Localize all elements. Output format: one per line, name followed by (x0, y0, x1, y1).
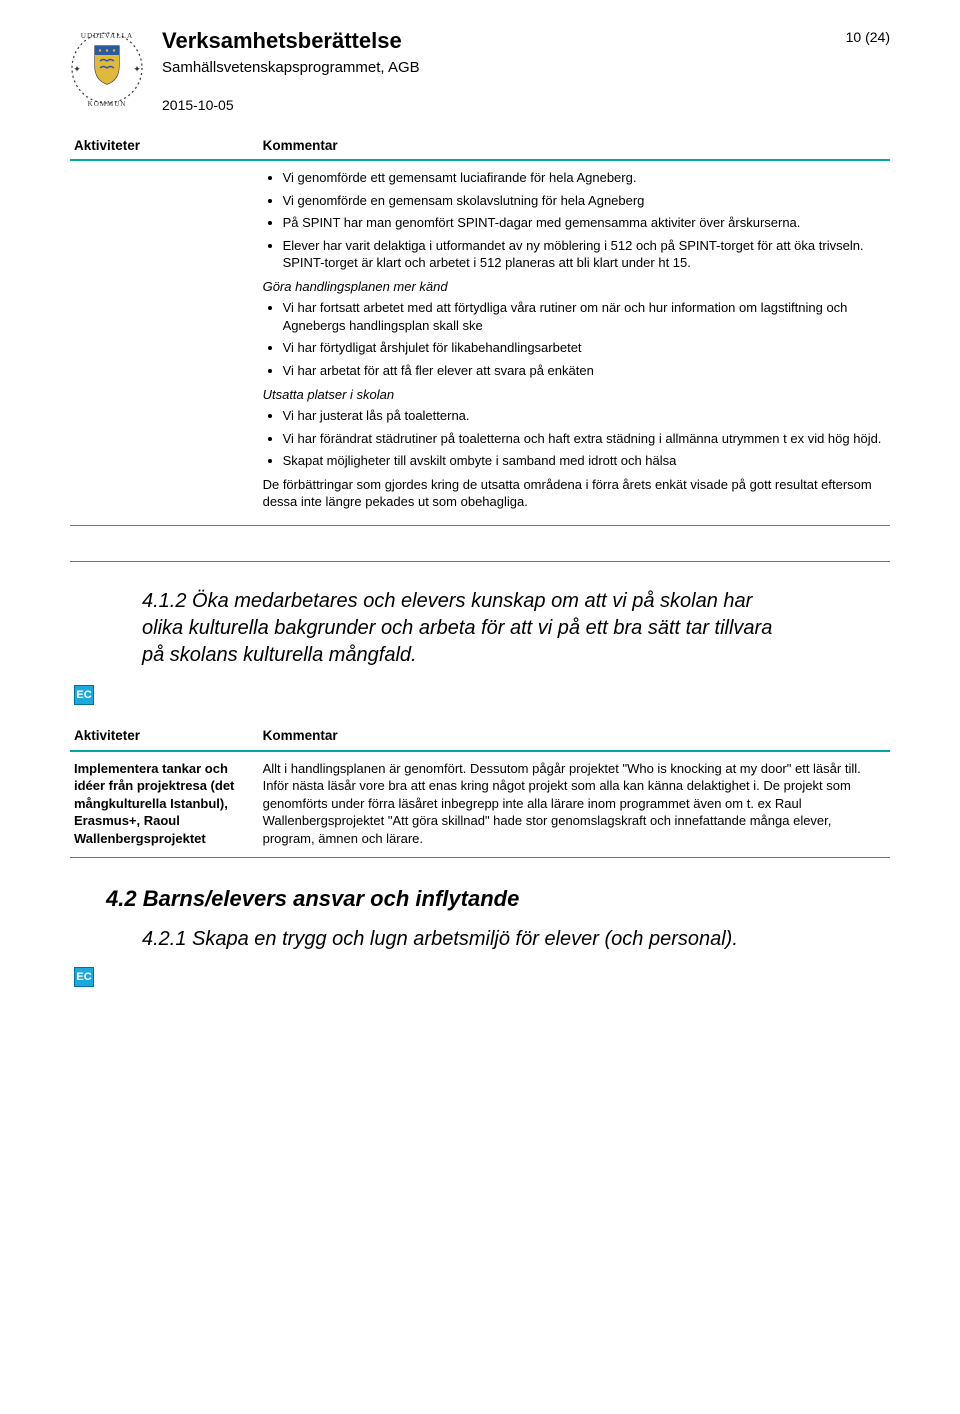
heading-4-2: 4.2 Barns/elevers ansvar och inflytande (106, 884, 890, 914)
heading-4-2-1: 4.2.1 Skapa en trygg och lugn arbetsmilj… (142, 926, 782, 953)
table2-cell-comment: Allt i handlingsplanen är genomfört. Des… (259, 751, 890, 858)
heading-4-1-2: 4.1.2 Öka medarbetares och elevers kunsk… (142, 588, 782, 669)
table1-cell-activities (70, 160, 259, 525)
table1-cell-comment: Vi genomförde ett gemensamt luciafirande… (259, 160, 890, 525)
header-text-block: Verksamhetsberättelse Samhällsvetenskaps… (162, 24, 828, 115)
table2-header-activities: Aktiviteter (70, 723, 259, 750)
table1-empty-a (70, 525, 259, 562)
document-date: 2015-10-05 (162, 96, 828, 115)
table-row: Vi genomförde ett gemensamt luciafirande… (70, 160, 890, 525)
ec-status-icon: EC (74, 685, 94, 705)
list-item: Elever har varit delaktiga i utformandet… (283, 237, 884, 272)
bullet-list-sub1: Vi har fortsatt arbetet med att förtydli… (283, 299, 884, 379)
list-item: Vi har förtydligat årshjulet för likabeh… (283, 339, 884, 357)
list-item: Vi genomförde en gemensam skolavslutning… (283, 192, 884, 210)
logo-bottom-text: KOMMUN (88, 100, 127, 108)
table-row (70, 525, 890, 562)
list-item: Vi har fortsatt arbetet med att förtydli… (283, 299, 884, 334)
table1-empty-b (259, 525, 890, 562)
closing-paragraph: De förbättringar som gjordes kring de ut… (263, 476, 884, 511)
ec-status-icon: EC (74, 967, 94, 987)
subhead-handlingsplan: Göra handlingsplanen mer känd (263, 278, 884, 296)
table1-header-comment: Kommentar (259, 133, 890, 160)
document-header: UDDEVALLA KOMMUN ✦ ✦ Verksamhetsberättel… (70, 24, 890, 115)
activities-table-2: Aktiviteter Kommentar Implementera tanka… (70, 723, 890, 858)
logo-top-text: UDDEVALLA (81, 32, 133, 40)
ec-badge-row-1: EC (74, 685, 890, 705)
subhead-utsatta: Utsatta platser i skolan (263, 386, 884, 404)
table-row: Implementera tankar och idéer från proje… (70, 751, 890, 858)
municipal-crest-logo: UDDEVALLA KOMMUN ✦ ✦ (70, 24, 144, 112)
bullet-list-sub2: Vi har justerat lås på toaletterna. Vi h… (283, 407, 884, 470)
table2-header-comment: Kommentar (259, 723, 890, 750)
document-title: Verksamhetsberättelse (162, 26, 828, 56)
list-item: På SPINT har man genomfört SPINT-dagar m… (283, 214, 884, 232)
document-subtitle: Samhällsvetenskapsprogrammet, AGB (162, 58, 828, 78)
ec-badge-row-2: EC (74, 967, 890, 987)
list-item: Vi har förändrat städrutiner på toalette… (283, 430, 884, 448)
svg-text:✦: ✦ (133, 64, 141, 74)
page-number: 10 (24) (846, 24, 890, 47)
svg-text:✦: ✦ (73, 64, 81, 74)
list-item: Vi har justerat lås på toaletterna. (283, 407, 884, 425)
list-item: Vi genomförde ett gemensamt luciafirande… (283, 169, 884, 187)
list-item: Skapat möjligheter till avskilt ombyte i… (283, 452, 884, 470)
bullet-list-main: Vi genomförde ett gemensamt luciafirande… (283, 169, 884, 272)
table1-header-activities: Aktiviteter (70, 133, 259, 160)
activities-table-1: Aktiviteter Kommentar Vi genomförde ett … (70, 133, 890, 563)
table2-cell-activities: Implementera tankar och idéer från proje… (70, 751, 259, 858)
list-item: Vi har arbetat för att få fler elever at… (283, 362, 884, 380)
